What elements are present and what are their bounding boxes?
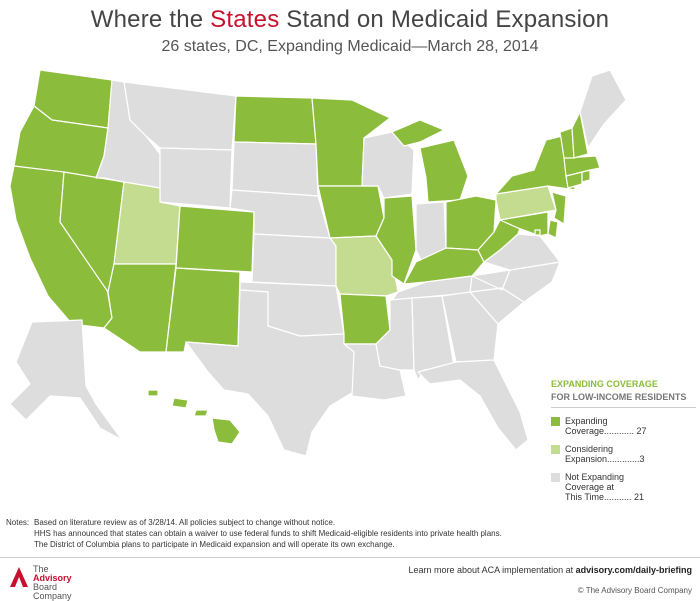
state-AK[interactable] [9, 319, 123, 441]
footer-link-text: Learn more about ACA implementation at [408, 565, 576, 575]
title-prefix: Where the [90, 6, 211, 33]
state-DC[interactable] [534, 229, 541, 236]
legend-label: Considering [565, 444, 614, 454]
swatch-considering [551, 445, 560, 454]
logo-text: The Advisory Board Company [33, 565, 72, 601]
legend-item-expanding: Expanding Coverage............ 27 [551, 416, 696, 436]
footer-link[interactable]: Learn more about ACA implementation at a… [409, 565, 692, 575]
footer-divider [0, 557, 700, 558]
state-IL[interactable] [375, 195, 417, 285]
notes: Notes: Based on literature review as of 3… [6, 517, 502, 550]
logo-mark-icon [10, 567, 28, 587]
state-WY[interactable] [159, 147, 233, 209]
legend-label: Not Expanding [565, 472, 625, 482]
state-WV[interactable] [477, 219, 521, 263]
legend-item-considering: Considering Expansion.............3 [551, 444, 696, 464]
state-AR[interactable] [339, 293, 391, 345]
state-SD[interactable] [231, 141, 319, 197]
state-NJ[interactable] [551, 191, 567, 225]
state-IA[interactable] [317, 185, 385, 239]
state-DE[interactable] [547, 219, 559, 239]
legend-text-not-expanding: Not Expanding Coverage at This Time.....… [565, 472, 685, 502]
legend-text-expanding: Expanding Coverage............ 27 [565, 416, 685, 436]
state-NC[interactable] [469, 261, 561, 303]
state-FL[interactable] [417, 359, 529, 451]
legend-text-considering: Considering Expansion.............3 [565, 444, 685, 464]
state-GA[interactable] [441, 291, 499, 363]
logo-line: Advisory [33, 573, 72, 583]
page-subtitle: 26 states, DC, Expanding Medicaid—March … [161, 38, 539, 55]
state-TX[interactable] [185, 289, 361, 457]
us-medicaid-map [9, 69, 627, 457]
legend-label-cont: Coverage at [565, 482, 615, 492]
title-suffix: Stand on Medicaid Expansion [279, 6, 610, 33]
copyright: © The Advisory Board Company [577, 586, 692, 595]
legend-subtitle: FOR LOW-INCOME RESIDENTS [551, 392, 696, 408]
swatch-expanding [551, 417, 560, 426]
legend-count: Coverage............ 27 [565, 426, 647, 436]
note-text: Based on literature review as of 3/28/14… [34, 518, 336, 527]
legend-count: Expansion.............3 [565, 454, 645, 464]
legend-item-not-expanding: Not Expanding Coverage at This Time.....… [551, 472, 696, 502]
logo-line: Company [33, 591, 72, 601]
state-AZ[interactable] [103, 263, 177, 353]
page-title: Where the States Stand on Medicaid Expan… [0, 6, 700, 34]
logo-line: The [33, 564, 49, 574]
notes-label: Notes: [6, 518, 30, 527]
state-NH[interactable] [571, 111, 589, 159]
logo-line: Board [33, 582, 58, 592]
state-ME[interactable] [579, 69, 627, 149]
note-line: HHS has announced that states can obtain… [34, 529, 502, 538]
state-CO[interactable] [175, 205, 255, 273]
note-line: Notes: Based on literature review as of 3… [6, 517, 502, 528]
state-HI[interactable] [147, 389, 241, 445]
legend-title: EXPANDING COVERAGE [551, 379, 658, 389]
state-MA[interactable] [563, 155, 601, 177]
legend-count: This Time........... 21 [565, 492, 645, 502]
footer-link-url[interactable]: advisory.com/daily-briefing [575, 565, 692, 575]
legend-label: Expanding [565, 416, 608, 426]
note-line: The District of Columbia plans to partic… [34, 540, 395, 549]
state-NM[interactable] [165, 267, 241, 353]
title-accent: States [210, 6, 280, 33]
swatch-not-expanding [551, 473, 560, 482]
state-ND[interactable] [233, 95, 317, 145]
advisory-board-logo[interactable]: The Advisory Board Company [8, 563, 98, 601]
legend: EXPANDING COVERAGE FOR LOW-INCOME RESIDE… [551, 379, 696, 502]
state-KS[interactable] [251, 233, 337, 287]
